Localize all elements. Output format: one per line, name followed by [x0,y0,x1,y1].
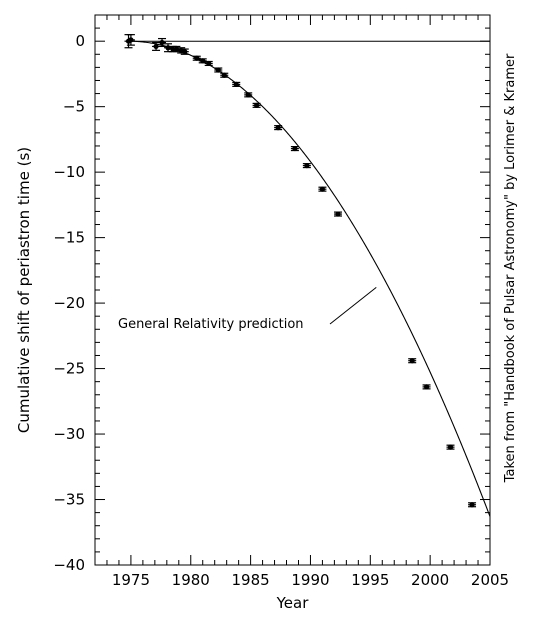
source-credit: Taken from "Handbook of Pulsar Astronomy… [503,53,518,483]
x-tick-label: 1985 [232,571,270,589]
data-point [232,81,241,88]
data-point [198,58,207,64]
x-tick-label: 1980 [172,571,210,589]
data-point [408,358,417,364]
data-point [274,125,283,131]
plot-axes: 1975 1980 1985 1990 1995 2000 2005 0 −5 −10 −15 −20… [53,14,509,589]
annotations: General Relativity prediction [118,286,377,332]
annotation-leader-line [329,286,377,325]
gr-prediction-curve [128,40,491,517]
y-tick-label: −5 [63,98,85,116]
annotation-gr-prediction: General Relativity prediction [118,317,304,332]
data-point [333,211,342,217]
data-point [204,60,213,67]
data-points [124,34,477,508]
y-tick-label: −15 [53,229,85,247]
x-tick-label: 1995 [351,571,389,589]
data-point [468,502,477,508]
x-tick-label: 1975 [112,571,150,589]
data-point [252,102,261,108]
data-point [158,37,167,48]
y-tick-label: −20 [53,294,85,312]
x-tick-label: 1990 [291,571,329,589]
y-tick-label: −10 [53,163,85,181]
data-point [244,92,253,98]
y-tick-label: −25 [53,360,85,378]
y-tick-label: −35 [53,491,85,509]
plot-frame [94,14,491,566]
data-point [180,48,189,55]
y-tick-label: −30 [53,425,85,443]
data-point [290,145,299,152]
y-tick-label: −40 [53,556,85,574]
data-point [192,55,201,61]
data-point [220,72,229,78]
y-tick-label: 0 [75,32,85,50]
x-tick-label: 2000 [411,571,449,589]
x-axis-label: Year [276,594,310,612]
data-point [126,34,135,46]
data-point [318,186,327,192]
data-point [422,384,431,390]
x-tick-label: 2005 [471,571,509,589]
data-point [302,162,311,169]
y-axis-label: Cumulative shift of periastron time (s) [15,147,33,433]
gr-curve-path [128,40,491,517]
data-point [446,444,455,450]
data-point [214,67,223,73]
